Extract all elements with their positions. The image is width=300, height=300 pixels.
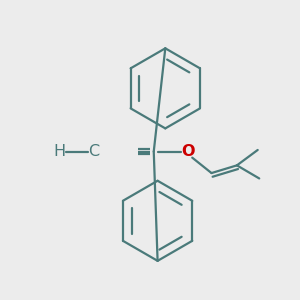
Text: H: H xyxy=(54,144,66,159)
Text: C: C xyxy=(88,144,99,159)
Text: O: O xyxy=(182,144,195,159)
